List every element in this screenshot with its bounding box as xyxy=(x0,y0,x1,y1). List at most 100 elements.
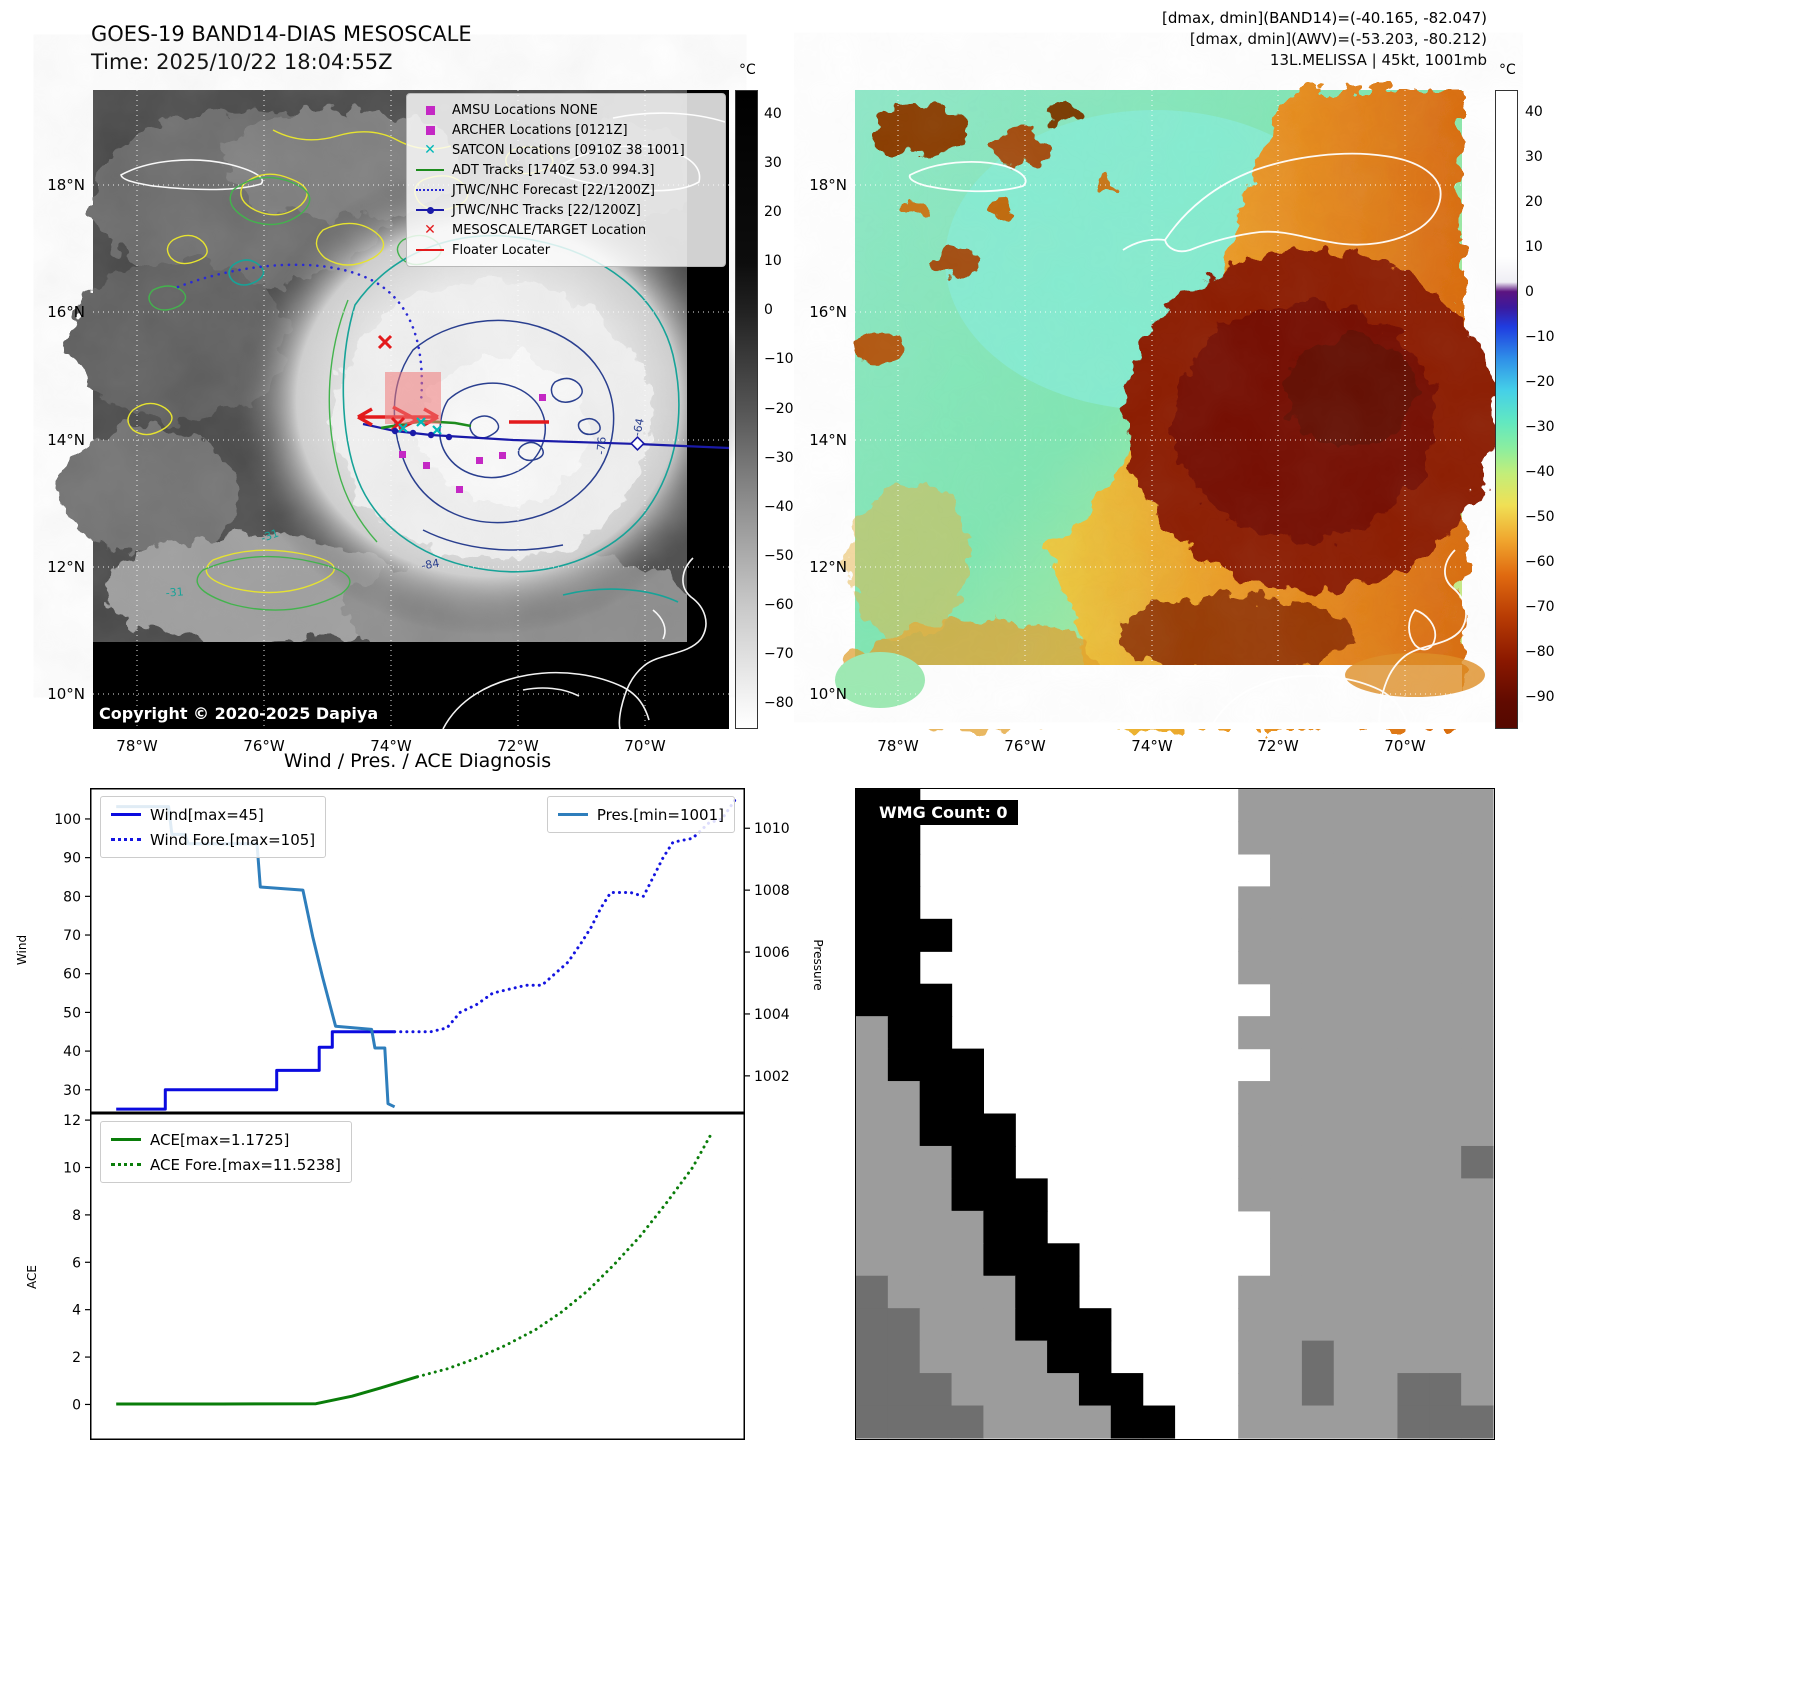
chart-legend-item: Wind Fore.[max=105] xyxy=(111,827,315,852)
wmg-cell xyxy=(1301,789,1335,823)
wmg-cell xyxy=(856,1340,889,1374)
y-tick-right-label: 1004 xyxy=(754,1007,790,1023)
lon-tick-label: 74°W xyxy=(370,737,412,755)
map-legend-item: AMSU Locations NONE xyxy=(415,100,717,120)
wmg-cell xyxy=(1365,886,1399,920)
colorbar-tick-label: 40 xyxy=(764,105,782,122)
map-legend-label: MESOSCALE/TARGET Location xyxy=(452,222,647,238)
wmg-cell xyxy=(1461,1373,1494,1407)
wmg-cell xyxy=(1015,1340,1048,1374)
wmg-cell xyxy=(1270,1373,1303,1407)
wmg-cell xyxy=(856,1373,889,1407)
wmg-cell xyxy=(1301,1081,1335,1115)
wmg-cell xyxy=(1301,1405,1335,1439)
wmg-cell xyxy=(1333,951,1367,985)
contour-value-label: -31 xyxy=(259,527,280,545)
wmg-cell xyxy=(1238,1340,1271,1374)
wmg-cell xyxy=(887,821,921,855)
wmg-cell xyxy=(1429,1113,1462,1147)
wmg-cell xyxy=(1238,821,1271,855)
wmg-cell xyxy=(1301,951,1335,985)
wmg-cell xyxy=(1365,789,1399,823)
band14-title-line2: Time: 2025/10/22 18:04:55Z xyxy=(91,50,393,75)
wmg-cell xyxy=(1397,1340,1430,1374)
wmg-cell xyxy=(919,1340,953,1374)
wmg-cell xyxy=(1270,1145,1303,1179)
wmg-cell xyxy=(887,1178,921,1212)
y-tick-right-label: 1008 xyxy=(754,883,790,899)
wmg-cell xyxy=(1047,1340,1080,1374)
map-legend: AMSU Locations NONE ARCHER Locations [012… xyxy=(406,93,726,267)
colorbar-tick-label: −40 xyxy=(1525,463,1555,480)
wmg-cell xyxy=(951,1081,984,1115)
wmg-cell xyxy=(1333,853,1367,887)
wmg-cell xyxy=(856,1048,889,1082)
wmg-cell xyxy=(1365,1275,1399,1309)
lon-tick-label: 78°W xyxy=(877,737,919,755)
chart-legend-label: Pres.[min=1001] xyxy=(596,805,724,824)
wmg-cell xyxy=(1461,918,1494,952)
map-legend-label: ADT Tracks [1740Z 53.0 994.3] xyxy=(452,162,655,178)
wmg-cell xyxy=(1078,1308,1112,1342)
wmg-cell xyxy=(887,983,921,1017)
band14-title-block: GOES-19 BAND14-DIAS MESOSCALE Time: 2025… xyxy=(91,20,472,77)
wmg-cell xyxy=(919,1275,953,1309)
wmg-cell xyxy=(856,1275,889,1309)
wmg-cell xyxy=(1301,1308,1335,1342)
wmg-cell xyxy=(1238,918,1271,952)
y-tick-label: 12 xyxy=(63,1113,81,1129)
colorbar-tick-label: −60 xyxy=(764,597,794,614)
y-tick-label: 30 xyxy=(63,1083,81,1099)
wmg-cell xyxy=(951,1275,984,1309)
wmg-cell xyxy=(1270,789,1303,823)
dotted-line-icon xyxy=(111,1163,141,1166)
wmg-cell xyxy=(1047,1308,1080,1342)
wmg-cell xyxy=(1461,1178,1494,1212)
colorbar-tick-label: 40 xyxy=(1525,103,1543,120)
wmg-cell xyxy=(856,1308,889,1342)
colorbar-tick-label: −30 xyxy=(1525,418,1555,435)
wmg-cell xyxy=(1429,951,1462,985)
contour-value-label: -31 xyxy=(165,585,184,600)
map-legend-item: ARCHER Locations [0121Z] xyxy=(415,120,717,140)
wmg-cell xyxy=(1365,1016,1399,1050)
wmg-cell xyxy=(1301,821,1335,855)
wmg-cell xyxy=(1110,1373,1144,1407)
wmg-cell xyxy=(1270,1243,1303,1277)
wmg-cell xyxy=(1238,1016,1271,1050)
wmg-cell xyxy=(919,1081,953,1115)
pressure-axis-label: Pressure xyxy=(811,939,825,991)
wmg-cell xyxy=(919,1113,953,1147)
wmg-cell xyxy=(951,1373,984,1407)
wmg-cell xyxy=(887,1373,921,1407)
y-tick-right-label: 1002 xyxy=(754,1069,790,1085)
wmg-cell xyxy=(983,1275,1016,1309)
map-legend-label: Floater Locater xyxy=(452,242,551,258)
series-line xyxy=(393,798,737,1034)
wmg-cell xyxy=(1270,1340,1303,1374)
wmg-cell xyxy=(1301,1048,1335,1082)
lat-tick-label: 12°N xyxy=(47,558,85,576)
lat-tick-label: 16°N xyxy=(809,303,847,321)
wmg-cell xyxy=(1429,1340,1462,1374)
wmg-cell xyxy=(856,1145,889,1179)
wmg-cell xyxy=(887,1210,921,1244)
wmg-cell xyxy=(1270,1048,1303,1082)
colorbar-tick-label: −40 xyxy=(764,498,794,515)
storm-id-intensity: 13L.MELISSA | 45kt, 1001mb xyxy=(1269,51,1487,69)
wmg-cell xyxy=(1078,1340,1112,1374)
wmg-cell xyxy=(1461,1275,1494,1309)
lat-tick-label: 18°N xyxy=(47,176,85,194)
lat-tick-label: 14°N xyxy=(47,431,85,449)
wmg-cell xyxy=(1365,1340,1399,1374)
wmg-cell xyxy=(1461,1340,1494,1374)
wmg-cell xyxy=(1270,821,1303,855)
wmg-cell xyxy=(1270,1405,1303,1439)
wmg-cell xyxy=(887,853,921,887)
map-legend-label: SATCON Locations [0910Z 38 1001] xyxy=(452,142,685,158)
wmg-cell xyxy=(1270,1308,1303,1342)
wmg-cell xyxy=(1429,983,1462,1017)
wmg-cell xyxy=(951,1178,984,1212)
y-tick-label: 6 xyxy=(72,1255,81,1271)
